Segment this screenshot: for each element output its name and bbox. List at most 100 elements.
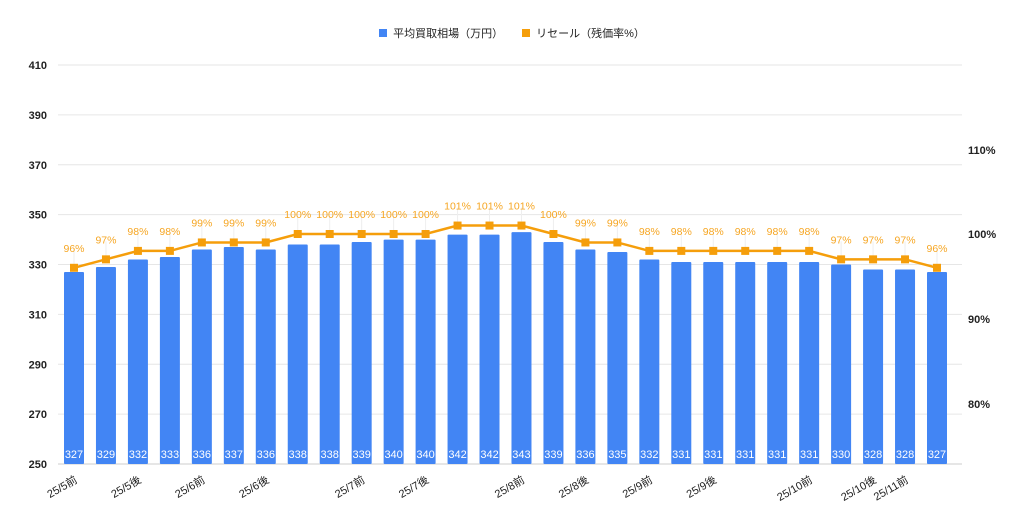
line-value-label: 96% [63,243,84,255]
line-marker[interactable] [869,255,878,264]
line-value-label: 101% [508,201,535,213]
bar[interactable] [383,239,404,464]
line-value-label: 98% [639,226,660,238]
right-axis-tick: 110% [968,145,996,157]
line-marker[interactable] [293,230,302,238]
bar-value-label: 338 [289,449,307,461]
bar-value-label: 335 [608,449,626,461]
bar[interactable] [319,244,340,464]
bar[interactable] [639,259,660,464]
left-axis-tick: 310 [29,309,47,321]
line-value-label: 98% [735,226,756,238]
x-axis-tick: 25/9後 [684,472,719,500]
bar[interactable] [351,242,372,464]
line-marker[interactable] [709,246,718,255]
bar[interactable] [863,269,884,464]
line-marker[interactable] [389,230,398,238]
line-value-label: 99% [223,217,244,229]
line-marker[interactable] [485,221,494,230]
bar[interactable] [799,262,820,464]
bar[interactable] [191,249,212,464]
line-marker[interactable] [453,221,462,230]
x-axis-tick: 25/11前 [871,472,911,503]
line-marker[interactable] [837,255,846,264]
line-value-label: 98% [767,226,788,238]
left-axis: 410 390 370 350 330 310 290 270 250 [29,60,47,471]
line-value-label: 98% [799,226,820,238]
line-marker[interactable] [325,230,334,238]
bar-value-label: 339 [352,449,370,461]
line-value-label: 100% [348,209,375,221]
line-marker[interactable] [741,246,750,255]
bar[interactable] [511,232,532,464]
x-axis-tick: 25/5前 [44,472,79,500]
left-axis-tick: 250 [29,459,47,471]
bar[interactable] [607,252,628,464]
line-value-label: 100% [284,209,311,221]
resale-line [73,224,938,270]
bar[interactable] [575,249,596,464]
bar[interactable] [831,264,852,465]
bar[interactable] [767,262,788,464]
line-value-label: 99% [255,217,276,229]
bar[interactable] [703,262,724,464]
left-axis-tick: 330 [29,260,47,272]
line-marker[interactable] [229,238,238,247]
line-marker[interactable] [101,255,110,264]
bar-value-label: 340 [384,449,402,461]
bar-value-label: 331 [672,449,690,461]
legend-item-line[interactable]: リセール（残価率%） [522,25,645,41]
line-marker[interactable] [645,246,654,255]
line-marker[interactable] [357,230,366,238]
bar-value-label: 328 [896,449,914,461]
line-series: 96% 97% 98% 98% 99% 99% 99% 100% 100% 100% 100% 100… [63,201,948,272]
line-value-label: 96% [926,243,947,255]
line-value-label: 97% [863,234,884,246]
bar-value-label: 340 [416,449,434,461]
bar[interactable] [735,262,756,464]
bar-value-label: 333 [161,449,179,461]
legend-swatch-line [522,29,531,37]
line-value-label: 99% [607,217,628,229]
bar[interactable] [95,266,116,464]
line-marker[interactable] [421,230,430,238]
bar[interactable] [255,249,276,464]
bar[interactable] [895,269,916,464]
bar-value-label: 331 [800,449,818,461]
line-marker[interactable] [613,238,622,247]
line-marker[interactable] [517,221,526,230]
line-marker[interactable] [261,238,270,247]
line-marker[interactable] [901,255,910,264]
line-marker[interactable] [933,263,941,272]
line-marker[interactable] [197,238,206,247]
bar[interactable] [671,262,692,464]
line-marker[interactable] [773,246,782,255]
bar[interactable] [127,259,148,464]
line-marker[interactable] [677,246,686,255]
bar[interactable] [447,234,468,464]
line-marker[interactable] [805,246,814,255]
line-value-label: 99% [575,217,596,229]
line-marker[interactable] [581,238,590,247]
bar-value-label: 336 [193,449,211,461]
line-marker[interactable] [133,246,142,255]
line-value-label: 97% [895,234,916,246]
bar-value-label: 332 [640,449,658,461]
line-value-label: 100% [316,209,343,221]
bar[interactable] [543,242,564,464]
line-marker[interactable] [70,263,78,272]
bar[interactable] [287,244,308,464]
line-marker[interactable] [549,230,558,238]
right-axis-tick: 90% [968,314,990,326]
bar[interactable] [159,257,180,464]
bar[interactable] [64,271,84,464]
bar-value-label: 342 [448,449,466,461]
bar[interactable] [415,239,436,464]
line-marker[interactable] [165,246,174,255]
left-axis-tick: 370 [29,160,47,172]
legend-item-bar[interactable]: 平均買取相場（万円） [379,25,503,41]
bar[interactable] [479,234,500,464]
bar[interactable] [927,271,947,464]
bar[interactable] [223,247,244,464]
